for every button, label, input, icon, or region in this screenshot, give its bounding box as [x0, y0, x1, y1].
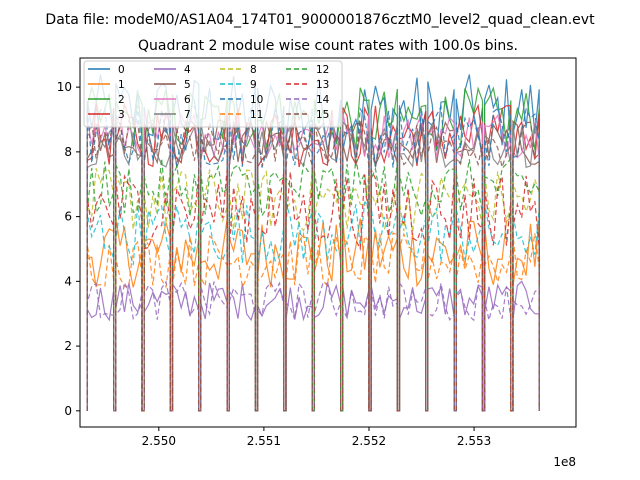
- y-tick-label: 0: [64, 404, 72, 418]
- legend-label-14: 14: [316, 94, 330, 106]
- legend-label-13: 13: [316, 79, 329, 91]
- legend-label-2: 2: [118, 94, 125, 106]
- legend-label-0: 0: [118, 64, 125, 76]
- legend-label-1: 1: [118, 79, 125, 91]
- x-tick-label: 2.550: [142, 434, 176, 448]
- legend-frame: [83, 60, 343, 128]
- legend-label-3: 3: [118, 109, 125, 121]
- y-tick-label: 4: [64, 274, 72, 288]
- series-line-7: [86, 119, 540, 412]
- chart-title: Quadrant 2 module wise count rates with …: [138, 38, 518, 54]
- y-tick-label: 6: [64, 210, 72, 224]
- y-tick-label: 8: [64, 145, 72, 159]
- x-tick-label: 2.551: [247, 434, 281, 448]
- x-axis: 2.550 2.551 2.552 2.553: [142, 427, 491, 448]
- legend-label-12: 12: [316, 64, 329, 76]
- y-tick-label: 2: [64, 339, 72, 353]
- x-offset-label: 1e8: [553, 455, 576, 469]
- series-line-4: [86, 280, 540, 412]
- legend-label-11: 11: [250, 109, 263, 121]
- figure-suptitle: Data file: modeM0/AS1A04_174T01_90000018…: [45, 12, 595, 28]
- series-line-15: [86, 119, 540, 412]
- legend-label-6: 6: [184, 94, 191, 106]
- legend-label-7: 7: [184, 109, 191, 121]
- series-line-1: [86, 216, 540, 412]
- series-line-11: [86, 231, 540, 412]
- legend-label-9: 9: [250, 79, 257, 91]
- x-tick-label: 2.552: [352, 434, 386, 448]
- y-axis: 0 2 4 6 8 10: [57, 80, 80, 418]
- legend-label-5: 5: [184, 79, 191, 91]
- series-line-13: [86, 169, 540, 412]
- plot-area-frame: [79, 57, 577, 428]
- legend-label-15: 15: [316, 109, 329, 121]
- legend-label-8: 8: [250, 64, 257, 76]
- legend-label-10: 10: [250, 94, 263, 106]
- x-tick-label: 2.553: [457, 434, 491, 448]
- series-layer: [86, 74, 540, 412]
- y-tick-label: 10: [57, 80, 72, 94]
- series-line-10: [86, 104, 540, 412]
- legend-label-4: 4: [184, 64, 191, 76]
